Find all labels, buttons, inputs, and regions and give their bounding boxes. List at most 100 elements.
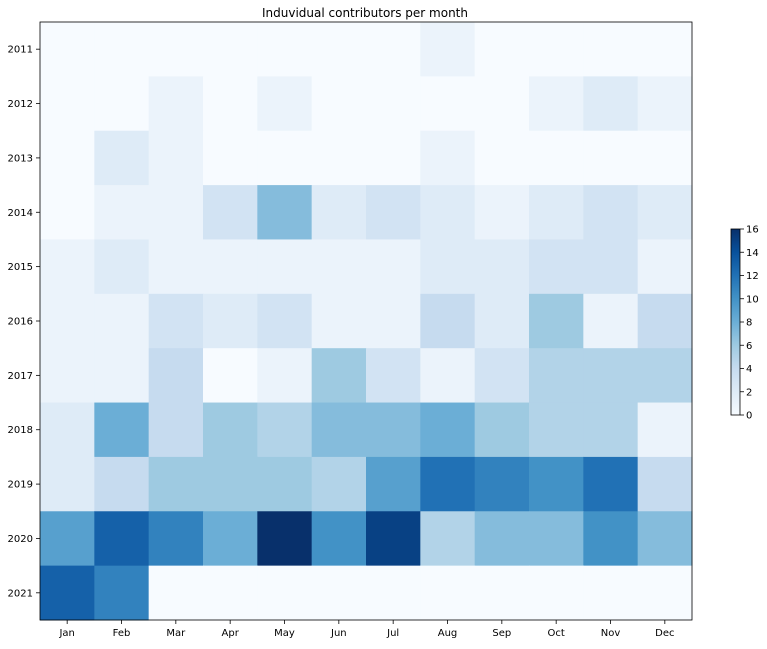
y-tick-label-2019: 2019 xyxy=(8,480,33,491)
heatmap-cell-2014-Feb xyxy=(94,185,150,240)
heatmap-cell-2018-Nov xyxy=(583,402,639,458)
heatmap-cell-2021-Feb xyxy=(94,565,150,621)
colorbar-tick-label-0: 0 xyxy=(746,411,752,422)
heatmap-cell-2012-Oct xyxy=(529,76,584,132)
heatmap-cell-2019-Aug xyxy=(420,456,476,512)
heatmap-cell-2011-May xyxy=(257,22,313,77)
x-tick-label-Sep: Sep xyxy=(492,628,511,639)
heatmap-cell-2011-Apr xyxy=(203,22,258,77)
heatmap-cell-2014-Oct xyxy=(529,185,584,240)
heatmap-cell-2014-Sep xyxy=(474,185,530,240)
heatmap-cell-2019-May xyxy=(257,456,313,512)
y-tick-label-2013: 2013 xyxy=(8,153,33,164)
heatmap-cell-2016-Aug xyxy=(420,293,476,349)
x-tick-label-Jan: Jan xyxy=(58,628,74,639)
y-tick-label-2020: 2020 xyxy=(8,534,33,545)
heatmap-cell-2021-Jul xyxy=(366,565,421,621)
heatmap-cell-2015-Feb xyxy=(94,239,150,295)
heatmap-cell-2018-Feb xyxy=(94,402,150,458)
heatmap-cell-2012-Mar xyxy=(148,76,204,132)
heatmap-cell-2018-Jul xyxy=(366,402,421,458)
heatmap-cell-2012-May xyxy=(257,76,313,132)
y-tick-label-2015: 2015 xyxy=(8,262,33,273)
heatmap-cell-2014-Aug xyxy=(420,185,476,240)
heatmap-cell-2011-Aug xyxy=(420,22,476,77)
heatmap-cell-2012-Apr xyxy=(203,76,258,132)
y-tick-label-2012: 2012 xyxy=(8,99,33,110)
y-tick-label-2021: 2021 xyxy=(8,588,33,599)
x-tick-label-Feb: Feb xyxy=(113,628,131,639)
heatmap-cell-2018-Oct xyxy=(529,402,584,458)
heatmap-cell-2018-Sep xyxy=(474,402,530,458)
heatmap-cell-2012-Feb xyxy=(94,76,150,132)
heatmap-cell-2020-Aug xyxy=(420,511,476,567)
heatmap-cell-2020-Jan xyxy=(40,511,95,567)
x-tick-label-Nov: Nov xyxy=(601,628,621,639)
heatmap-cell-2015-Jan xyxy=(40,239,95,295)
heatmap-cell-2020-Feb xyxy=(94,511,150,567)
heatmap-cell-2019-Dec xyxy=(637,456,693,512)
colorbar-tick-label-16: 16 xyxy=(746,225,759,236)
heatmap-cell-2014-Jun xyxy=(311,185,367,240)
heatmap-cell-2018-Mar xyxy=(148,402,204,458)
heatmap-cell-2016-Jul xyxy=(366,293,421,349)
heatmap-cell-2015-Aug xyxy=(420,239,476,295)
y-tick-label-2011: 2011 xyxy=(8,45,33,56)
colorbar-gradient xyxy=(730,228,741,416)
heatmap-cell-2011-Sep xyxy=(474,22,530,77)
heatmap-cell-2021-Sep xyxy=(474,565,530,621)
heatmap-cell-2012-Nov xyxy=(583,76,639,132)
heatmap-cell-2017-Apr xyxy=(203,348,258,404)
x-axis: Jan Feb Mar Apr May Jun Jul Aug Sep Oct Nov Dec xyxy=(58,620,675,639)
heatmap-cell-2018-Dec xyxy=(637,402,693,458)
heatmap-cell-2013-Feb xyxy=(94,130,150,186)
heatmap-cell-2021-Dec xyxy=(637,565,693,621)
heatmap-cell-2018-Jan xyxy=(40,402,95,458)
x-tick-label-Apr: Apr xyxy=(222,628,240,639)
heatmap-cell-2015-Mar xyxy=(148,239,204,295)
heatmap-cell-2019-Sep xyxy=(474,456,530,512)
heatmap-cell-2014-Jan xyxy=(40,185,95,240)
x-tick-label-May: May xyxy=(274,628,295,639)
heatmap-cell-2014-Mar xyxy=(148,185,204,240)
heatmap-cell-2019-Jun xyxy=(311,456,367,512)
y-tick-label-2018: 2018 xyxy=(8,425,33,436)
y-tick-label-2014: 2014 xyxy=(8,208,33,219)
heatmap-cell-2011-Feb xyxy=(94,22,150,77)
heatmap-cell-2014-May xyxy=(257,185,313,240)
heatmap-cell-2020-Sep xyxy=(474,511,530,567)
heatmap-cell-2014-Nov xyxy=(583,185,639,240)
heatmap-cell-2016-Jan xyxy=(40,293,95,349)
heatmap-cell-2021-Jun xyxy=(311,565,367,621)
heatmap-cell-2011-Oct xyxy=(529,22,584,77)
heatmap-cell-2015-Jul xyxy=(366,239,421,295)
heatmap-cell-2014-Dec xyxy=(637,185,693,240)
heatmap-cell-2017-Jan xyxy=(40,348,95,404)
heatmap-cell-2012-Jul xyxy=(366,76,421,132)
heatmap-cell-2019-Mar xyxy=(148,456,204,512)
heatmap-cell-2016-Oct xyxy=(529,293,584,349)
heatmap-cell-2017-May xyxy=(257,348,313,404)
heatmap-cell-2018-Apr xyxy=(203,402,258,458)
heatmap-cell-2019-Oct xyxy=(529,456,584,512)
heatmap-cell-2021-Apr xyxy=(203,565,258,621)
heatmap-cell-2017-Oct xyxy=(529,348,584,404)
heatmap-cell-2015-Jun xyxy=(311,239,367,295)
heatmap-cell-2013-Apr xyxy=(203,130,258,186)
heatmap-cell-2012-Jan xyxy=(40,76,95,132)
x-tick-label-Oct: Oct xyxy=(548,628,565,639)
colorbar-tick-label-10: 10 xyxy=(746,294,759,305)
heatmap-cell-2014-Jul xyxy=(366,185,421,240)
y-tick-label-2017: 2017 xyxy=(8,371,33,382)
heatmap-cell-2018-Aug xyxy=(420,402,476,458)
heatmap-cell-2012-Sep xyxy=(474,76,530,132)
heatmap-cell-2011-Dec xyxy=(637,22,693,77)
heatmap-cell-2013-Aug xyxy=(420,130,476,186)
heatmap-cell-2018-May xyxy=(257,402,313,458)
heatmap-cell-2015-Sep xyxy=(474,239,530,295)
heatmap-cell-2020-Jul xyxy=(366,511,421,567)
heatmap-cell-2015-May xyxy=(257,239,313,295)
heatmap-cell-2020-Jun xyxy=(311,511,367,567)
heatmap-cell-2016-Nov xyxy=(583,293,639,349)
